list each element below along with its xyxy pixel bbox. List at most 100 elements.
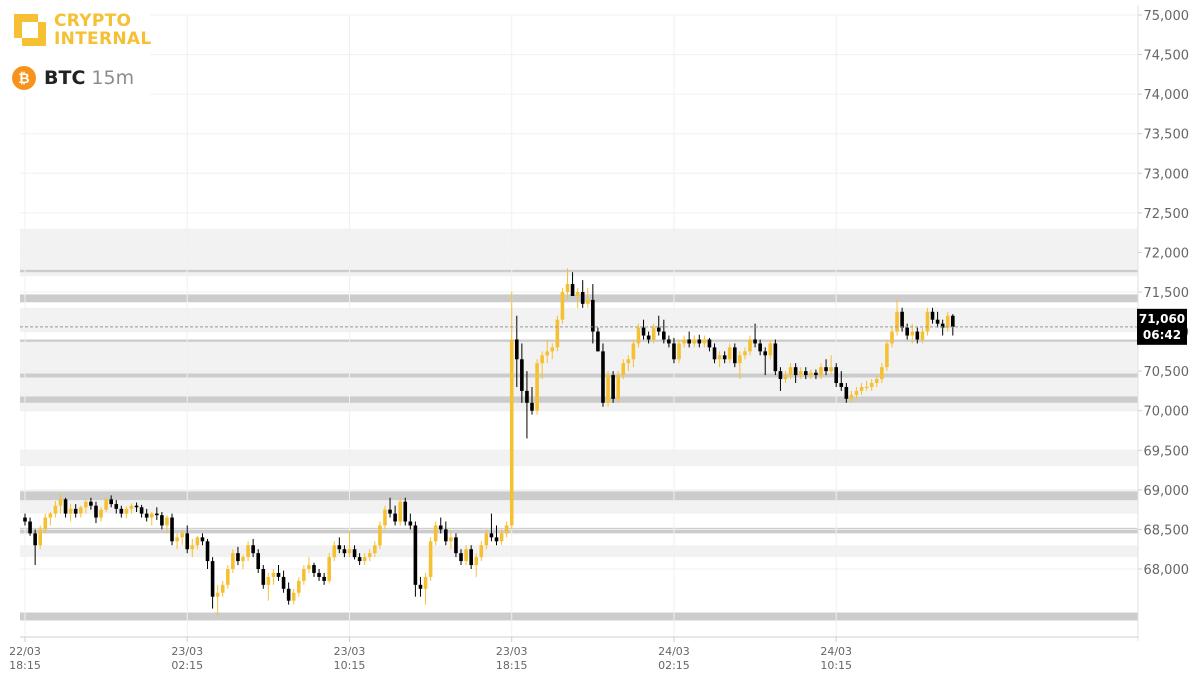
candle-body (509, 339, 514, 526)
candle-body (241, 557, 245, 562)
candle-body (444, 529, 448, 542)
candle-down (236, 546, 240, 566)
candle-body (677, 343, 681, 360)
support-resistance-levels (20, 228, 1138, 621)
level-band-dark (20, 339, 1138, 342)
candle-body (438, 525, 443, 530)
candle-body (134, 505, 139, 508)
candle-down (935, 311, 940, 328)
candle-up (190, 538, 195, 558)
y-tick-label: 70,500 (1144, 365, 1190, 380)
candle-down (793, 363, 798, 384)
candle-body (819, 367, 823, 376)
candle-body (291, 592, 296, 601)
candle-up (99, 507, 103, 522)
candle-down (119, 505, 124, 518)
candle-down (530, 386, 534, 415)
candle-body (631, 343, 636, 360)
x-tick-label-time: 18:15 (9, 659, 41, 672)
candle-body (814, 372, 818, 376)
candle-up (302, 565, 306, 585)
candle-body (591, 299, 595, 332)
candle-body (23, 517, 27, 522)
candle-body (494, 537, 499, 542)
candle-body (733, 347, 737, 364)
candle-body (479, 545, 484, 558)
candle-up (768, 339, 773, 360)
candle-up (854, 386, 859, 399)
candle-down (712, 343, 717, 364)
candle-body (149, 513, 154, 518)
candle-up (68, 504, 73, 522)
candle-up (890, 327, 894, 348)
candle-body (824, 367, 828, 372)
candle-body (798, 371, 803, 376)
symbol-header: ₿ BTC 15m (12, 64, 134, 92)
candle-body (499, 533, 504, 542)
candle-up (124, 506, 129, 519)
candle-body (124, 508, 129, 514)
candle-down (139, 504, 144, 518)
candle-body (236, 553, 240, 562)
candle-up (555, 315, 560, 352)
candle-body (403, 501, 408, 522)
candle-body (180, 533, 184, 538)
candle-down (276, 565, 281, 581)
candle-body (915, 331, 920, 340)
candle-down (134, 502, 139, 513)
candle-body (428, 541, 433, 577)
candle-up (48, 512, 53, 526)
candle-body (809, 372, 813, 376)
candle-down (109, 495, 113, 508)
candle-down (494, 525, 499, 546)
candle-down (408, 513, 413, 530)
candlestick-series (23, 268, 955, 617)
candle-up (874, 375, 879, 387)
candle-down (469, 545, 473, 569)
candle-body (834, 367, 838, 384)
candle-body (347, 549, 352, 554)
candle-body (702, 339, 707, 344)
candle-up (271, 569, 276, 585)
y-tick-label: 73,000 (1144, 167, 1190, 182)
candle-body (535, 363, 539, 411)
candle-up (180, 529, 184, 546)
candle-body (266, 576, 271, 585)
candle-body (910, 331, 915, 336)
candle-up (829, 355, 833, 376)
candle-down (444, 521, 448, 546)
candle-body (925, 311, 930, 332)
candle-body (160, 515, 164, 526)
candle-body (175, 537, 179, 542)
candle-up (220, 580, 225, 597)
candle-body (28, 521, 32, 534)
candle-body (803, 371, 808, 376)
candle-body (900, 311, 904, 328)
candle-body (585, 299, 590, 304)
candle-body (459, 553, 463, 562)
candle-down (733, 343, 737, 368)
candle-body (383, 509, 387, 526)
candle-body (251, 545, 255, 554)
candle-up (743, 347, 747, 360)
candle-body (367, 553, 372, 558)
candle-up (149, 512, 154, 526)
candle-down (210, 557, 215, 609)
candle-body (215, 592, 220, 597)
candle-body (433, 525, 438, 542)
candle-up (738, 351, 742, 380)
candle-body (945, 315, 950, 328)
y-tick-label: 69,500 (1144, 444, 1190, 459)
level-band-light (20, 307, 1138, 332)
candle-up (327, 553, 331, 584)
candle-up (692, 335, 697, 348)
brand-logo-text: CRYPTO INTERNAL (54, 12, 151, 48)
candle-up (682, 335, 686, 348)
candle-body (484, 533, 489, 546)
candle-body (540, 355, 544, 364)
candle-body (712, 347, 717, 360)
candle-body (418, 584, 423, 589)
candle-body (626, 359, 631, 364)
candle-up (920, 327, 925, 344)
